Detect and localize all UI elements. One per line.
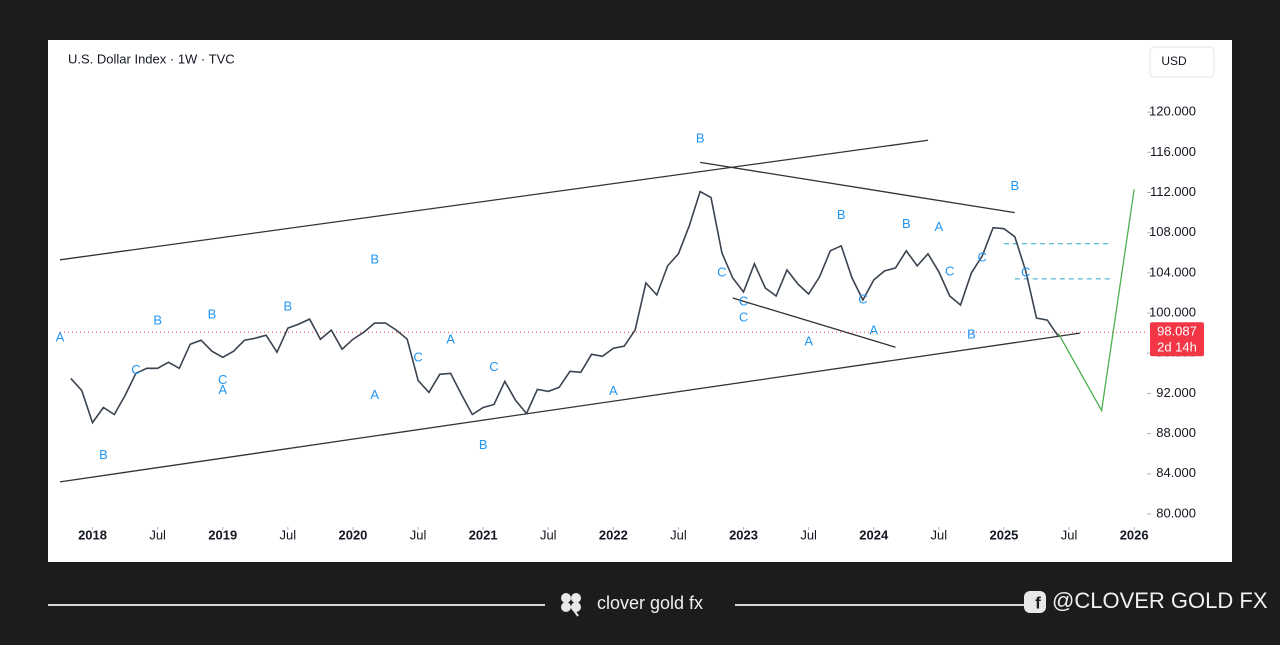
x-tick-label: Jul: [1061, 527, 1078, 542]
y-tick-label: 100.000: [1149, 305, 1196, 320]
x-tick-label: 2022: [599, 527, 628, 542]
y-tick-label: 104.000: [1149, 264, 1196, 279]
x-tick-label: Jul: [931, 527, 948, 542]
x-tick-label: Jul: [800, 527, 817, 542]
wave-label: B: [208, 307, 217, 322]
y-tick-label: 108.000: [1149, 224, 1196, 239]
y-tick-label: 84.000: [1156, 465, 1196, 480]
wave-label: C: [131, 362, 140, 377]
x-tick-label: 2026: [1120, 527, 1149, 542]
wave-label: A: [218, 382, 227, 397]
trendline: [1057, 189, 1135, 413]
chart-title: U.S. Dollar Index · 1W · TVC: [68, 51, 235, 66]
wave-label: B: [902, 216, 911, 231]
wave-label: C: [978, 249, 987, 264]
wave-label: B: [99, 447, 108, 462]
facebook-icon: [1024, 591, 1046, 613]
y-tick-label: 80.000: [1156, 505, 1196, 520]
wave-label: B: [967, 327, 976, 342]
wave-label: C: [739, 293, 748, 308]
wave-label: A: [869, 323, 878, 338]
wave-label: A: [446, 332, 455, 347]
wave-label: C: [717, 264, 726, 279]
y-tick-label: 112.000: [1150, 184, 1196, 199]
x-tick-label: 2025: [989, 527, 1018, 542]
y-tick-label: 92.000: [1156, 385, 1196, 400]
wave-label: B: [696, 131, 705, 146]
currency-label[interactable]: USD: [1161, 54, 1187, 68]
facebook-glyph: f: [1035, 593, 1041, 612]
y-tick-label: 120.000: [1149, 104, 1196, 119]
wave-label: B: [284, 298, 293, 313]
wave-label: C: [1021, 264, 1030, 279]
plot: 80.00084.00088.00092.00096.000100.000104…: [56, 104, 1204, 542]
wave-label: C: [218, 372, 227, 387]
trendline: [59, 139, 929, 261]
wave-label: B: [370, 251, 379, 266]
wave-label: B: [153, 313, 162, 328]
wave-label: A: [370, 387, 379, 402]
trendline: [700, 161, 1015, 214]
brand: clover gold fx: [597, 593, 703, 613]
x-tick-label: Jul: [280, 527, 297, 542]
countdown-label: 2d 14h: [1157, 340, 1197, 355]
wave-label: A: [804, 334, 813, 349]
trendline: [732, 297, 896, 348]
x-tick-label: Jul: [540, 527, 557, 542]
wave-label: C: [858, 291, 867, 306]
clover-icon: [561, 593, 581, 617]
x-tick-label: 2021: [469, 527, 498, 542]
wave-label: A: [935, 219, 944, 234]
wave-label: B: [479, 437, 488, 452]
x-tick-label: Jul: [670, 527, 687, 542]
wave-label: C: [489, 359, 498, 374]
last-price-label: 98.087: [1157, 324, 1197, 339]
wave-label: C: [739, 310, 748, 325]
chart-panel: [48, 40, 1232, 562]
wave-label: A: [609, 383, 618, 398]
wave-label: B: [1010, 178, 1019, 193]
wave-label: C: [945, 263, 954, 278]
x-tick-label: 2023: [729, 527, 758, 542]
wave-label: A: [56, 330, 65, 345]
x-tick-label: 2018: [78, 527, 107, 542]
currency-button[interactable]: [1149, 46, 1215, 78]
x-tick-label: 2020: [338, 527, 367, 542]
handle: @CLOVER GOLD FX: [1052, 588, 1268, 613]
trendline: [59, 332, 1080, 483]
y-tick-label: 116.000: [1150, 144, 1196, 159]
x-tick-label: 2019: [208, 527, 237, 542]
x-tick-label: Jul: [410, 527, 427, 542]
wave-label: C: [413, 350, 422, 365]
wave-label: B: [837, 207, 846, 222]
x-tick-label: 2024: [859, 527, 889, 542]
y-tick-label: 88.000: [1156, 425, 1196, 440]
x-tick-label: Jul: [149, 527, 166, 542]
last-price-badge: [1150, 322, 1204, 357]
price-line: [70, 190, 1059, 425]
